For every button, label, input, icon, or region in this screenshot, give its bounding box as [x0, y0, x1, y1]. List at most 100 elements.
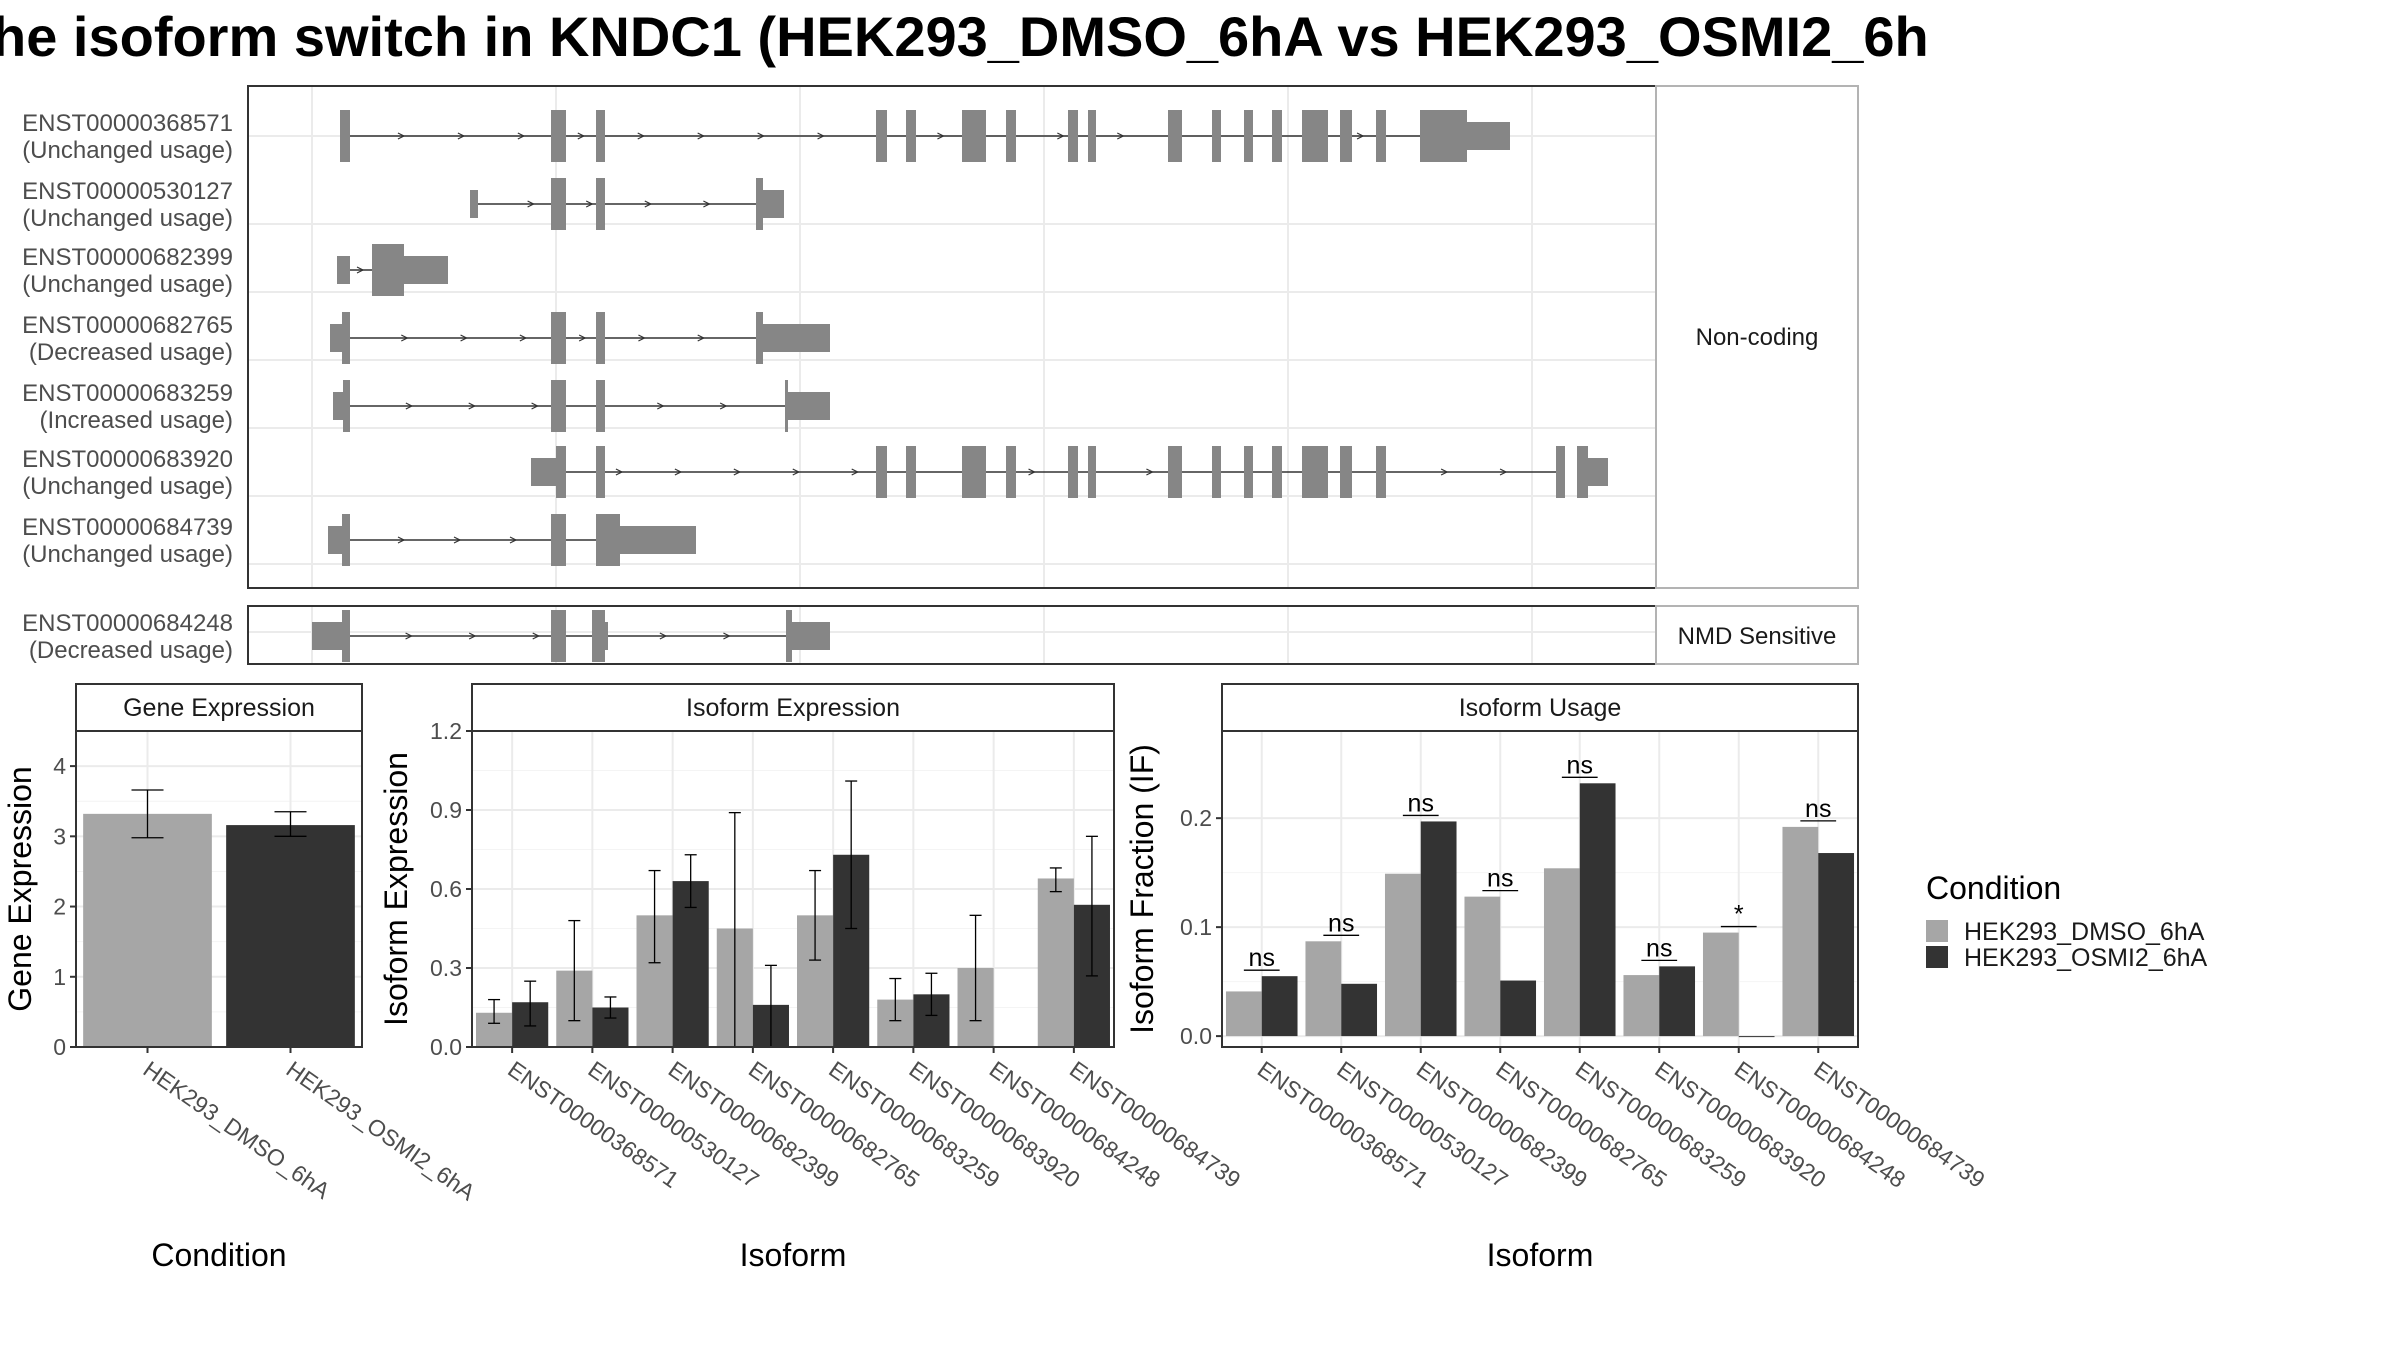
exon-block: [876, 446, 887, 498]
bar: [1305, 941, 1342, 1037]
exon-block: [1467, 122, 1510, 150]
exon-block: [1588, 458, 1608, 486]
exon-block: [531, 458, 556, 486]
intron-direction-arrow: [937, 132, 945, 140]
exon-block: [1168, 110, 1182, 162]
exon-block: [333, 392, 343, 420]
transcript-usage-label: (Unchanged usage): [22, 541, 233, 568]
exon-block: [330, 324, 342, 352]
exon-block: [596, 514, 605, 566]
isoform-expression-bars: [476, 780, 1110, 1048]
gene-expression-bars: [83, 789, 355, 1047]
error-bar: [1085, 835, 1098, 977]
transcript-tracks: [312, 110, 1608, 662]
intron-direction-arrow: [1057, 132, 1065, 140]
error-bar: [274, 811, 307, 837]
transcript-id-label: ENST00000683259: [22, 380, 233, 407]
isoform-expression-y-label: Isoform Expression: [378, 752, 414, 1026]
gene-expression-y-label: Gene Expression: [2, 766, 38, 1011]
significance-annotation: ns: [1561, 751, 1598, 779]
intron-direction-arrow: [356, 266, 365, 274]
bar: [1659, 966, 1696, 1037]
intron-direction-arrow: [401, 334, 409, 342]
isoform-expression-panel: Isoform Expression 0.0 0.3 0.6 0.9 1.2 ENST0…: [378, 683, 1245, 1273]
structure-grid: [249, 87, 1655, 663]
exon-block: [551, 110, 566, 162]
intron-direction-arrow: [519, 334, 528, 342]
exon-block: [404, 256, 448, 284]
exon-block: [1068, 446, 1078, 498]
significance-label: ns: [1805, 795, 1831, 823]
legend-swatch-dmso: [1926, 920, 1948, 942]
transcript-usage-label: (Unchanged usage): [22, 137, 233, 164]
transcript-usage-label: (Unchanged usage): [22, 473, 233, 500]
intron-direction-arrow: [578, 334, 587, 342]
bar: [1384, 873, 1421, 1037]
exon-block: [551, 380, 566, 432]
intron-direction-arrow: [397, 536, 406, 544]
bar: [83, 813, 212, 1047]
bar: [1702, 932, 1739, 1037]
bar: [672, 881, 709, 1047]
intron-direction-arrow: [719, 402, 728, 410]
bar: [1818, 853, 1855, 1037]
significance-label: ns: [1328, 909, 1354, 937]
transcript-track: [470, 178, 784, 230]
significance-label: ns: [1408, 789, 1434, 817]
transcript-usage-label: (Unchanged usage): [22, 271, 233, 298]
exon-block: [596, 446, 605, 498]
exon-block: [551, 178, 566, 230]
exon-block: [551, 312, 566, 364]
bar: [1261, 976, 1298, 1037]
isoform-usage-bars: [1225, 783, 1855, 1038]
transcript-structure-plot: Non-coding NMD Sensitive ENST00000368571…: [22, 85, 1859, 665]
y-tick-label: 0.0: [1180, 1023, 1212, 1049]
intron-direction-arrow: [638, 334, 646, 342]
transcript-track: [333, 380, 830, 432]
y-tick-label: 0.1: [1180, 914, 1212, 940]
isoform-expression-strip: [471, 683, 1115, 732]
gene-expression-x-label: Condition: [151, 1237, 286, 1273]
intron-direction-arrow: [405, 402, 414, 410]
exon-block: [1376, 110, 1386, 162]
bar: [1420, 821, 1457, 1037]
bar: [1341, 983, 1378, 1037]
intron-direction-arrow: [637, 132, 646, 140]
transcript-id-label: ENST00000683920: [22, 446, 233, 473]
intron-direction-arrow: [453, 536, 462, 544]
transcript-track: [312, 610, 830, 662]
y-tick-label: 3: [53, 823, 66, 849]
significance-annotation: ns: [1482, 865, 1519, 893]
transcript-track: [337, 244, 448, 296]
isoform-expression-title: Isoform Expression: [686, 694, 900, 722]
intron-direction-arrow: [657, 402, 665, 410]
intron-direction-arrow: [659, 632, 668, 640]
bar: [1782, 826, 1819, 1037]
transcript-usage-label: (Decreased usage): [29, 637, 233, 664]
bar: [1464, 896, 1501, 1037]
isoform-usage-panel: Isoform Usage 0.0 0.1 0.2 ENST00000368571E…: [1124, 683, 1990, 1273]
exon-block: [1302, 110, 1328, 162]
exon-block: [328, 526, 342, 554]
exon-block: [312, 622, 342, 650]
exon-block: [596, 380, 605, 432]
intron-direction-arrow: [460, 334, 468, 342]
isoform-expression-y-ticks: 0.0 0.3 0.6 0.9 1.2: [430, 718, 472, 1060]
intron-direction-arrow: [851, 468, 860, 476]
intron-direction-arrow: [723, 632, 731, 640]
bar: [1037, 878, 1074, 1047]
isoform-usage-strip: [1221, 683, 1859, 732]
facet-label-noncoding: Non-coding: [1696, 324, 1819, 351]
intron-direction-arrow: [757, 132, 765, 140]
exon-block: [596, 312, 605, 364]
exon-block: [785, 380, 788, 432]
exon-block: [1068, 110, 1078, 162]
error-bar: [845, 780, 858, 930]
y-tick-label: 0.6: [430, 876, 462, 902]
intron-direction-arrow: [531, 402, 539, 410]
exon-block: [592, 610, 602, 662]
intron-direction-arrow: [468, 632, 477, 640]
exon-block: [962, 446, 986, 498]
